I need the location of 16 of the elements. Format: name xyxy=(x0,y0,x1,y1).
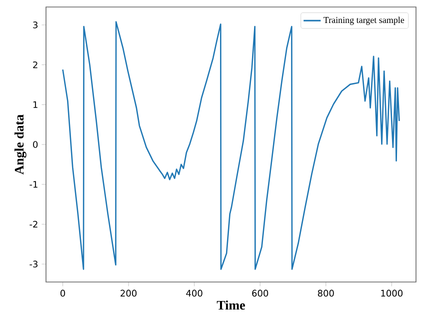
x-tick-label: 600 xyxy=(252,290,268,297)
y-tick-label: 1 xyxy=(33,101,38,108)
legend-label: Training target sample xyxy=(324,16,404,25)
y-tick-label: 0 xyxy=(33,141,38,148)
y-tick-label: -3 xyxy=(30,260,38,268)
x-tick-label: 800 xyxy=(318,290,334,297)
y-tick-label: -1 xyxy=(30,181,38,188)
y-tick-label: 3 xyxy=(33,22,38,28)
x-tick-label: 0 xyxy=(60,290,66,297)
y-tick-label: -2 xyxy=(30,220,38,228)
x-axis-title: Time xyxy=(216,300,245,310)
y-axis-title: Angle data xyxy=(14,114,26,175)
y-tick-label: 2 xyxy=(33,61,38,68)
x-tick-label: 200 xyxy=(120,290,137,297)
x-tick-label: 400 xyxy=(186,290,202,297)
x-tick-label: 1000 xyxy=(381,290,403,297)
